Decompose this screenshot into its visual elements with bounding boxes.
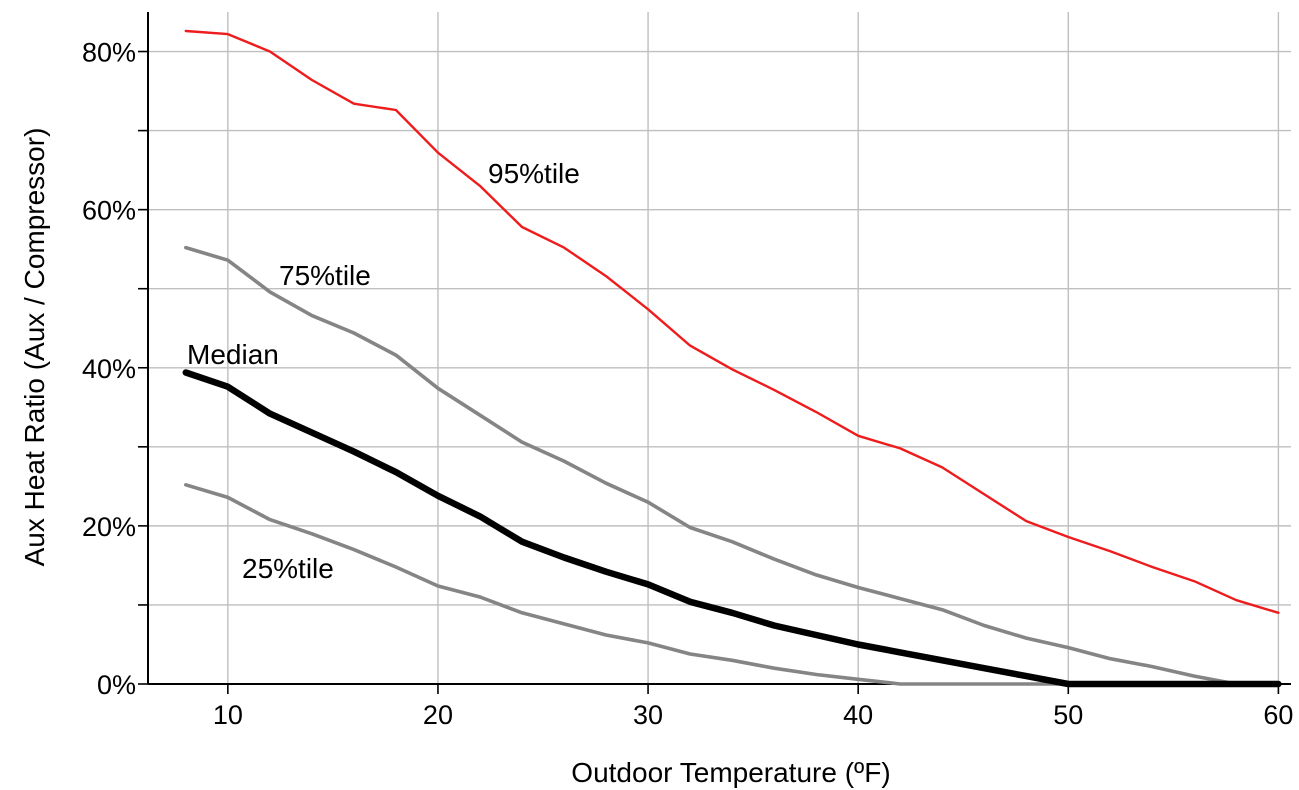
y-tick-label: 40% bbox=[82, 354, 136, 384]
series-line-median bbox=[182, 369, 1282, 688]
series-label-75: 75%tile bbox=[279, 260, 371, 291]
x-tick-label: 20 bbox=[423, 700, 453, 730]
series-layer bbox=[182, 29, 1282, 688]
x-axis-title: Outdoor Temperature (ºF) bbox=[571, 757, 890, 788]
label-layer: 95%tile 75%tile Median 25%tile bbox=[187, 158, 580, 584]
series-line-75 bbox=[184, 245, 1281, 686]
series-label-95: 95%tile bbox=[488, 158, 580, 189]
grid-layer bbox=[148, 12, 1291, 684]
series-label-median: Median bbox=[187, 339, 279, 370]
x-tick-label: 60 bbox=[1263, 700, 1293, 730]
y-tick-label: 20% bbox=[82, 512, 136, 542]
x-tick-label: 40 bbox=[843, 700, 873, 730]
x-tick-label: 50 bbox=[1053, 700, 1083, 730]
x-tick-label: 10 bbox=[213, 700, 243, 730]
y-axis-title: Aux Heat Ratio (Aux / Compressor) bbox=[19, 128, 50, 567]
y-tick-label: 80% bbox=[82, 38, 136, 68]
series-label-25: 25%tile bbox=[242, 553, 334, 584]
y-tick-label: 60% bbox=[82, 196, 136, 226]
axes-layer: 10 20 30 40 50 60 0% 20% 40% 60% 80% bbox=[82, 12, 1293, 730]
x-tick-label: 30 bbox=[633, 700, 663, 730]
series-line-95 bbox=[184, 29, 1280, 614]
series-line-25 bbox=[184, 482, 1281, 686]
y-tick-label: 0% bbox=[97, 670, 136, 700]
